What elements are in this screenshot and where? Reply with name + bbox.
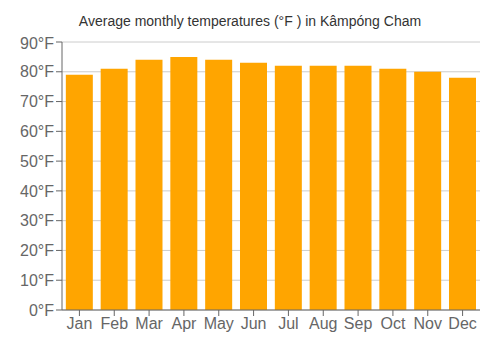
svg-text:80°F: 80°F (20, 63, 54, 80)
svg-text:0°F: 0°F (29, 302, 54, 319)
svg-text:Jan: Jan (67, 315, 93, 332)
svg-text:60°F: 60°F (20, 123, 54, 140)
html-text:Average monthly temperatures (: Average monthly temperatures (°F ) in Kâ… (78, 13, 422, 29)
svg-text:40°F: 40°F (20, 183, 54, 200)
svg-text:May: May (204, 315, 234, 332)
svg-text:Aug: Aug (309, 315, 337, 332)
svg-text:Apr: Apr (171, 315, 197, 332)
svg-text:20°F: 20°F (20, 242, 54, 259)
svg-text:Mar: Mar (135, 315, 163, 332)
svg-text:90°F: 90°F (20, 35, 54, 52)
svg-text:Dec: Dec (448, 315, 476, 332)
svg-text:70°F: 70°F (20, 93, 54, 110)
svg-text:Jul: Jul (278, 315, 298, 332)
svg-text:Jun: Jun (241, 315, 267, 332)
svg-text:10°F: 10°F (20, 272, 54, 289)
svg-text:50°F: 50°F (20, 153, 54, 170)
svg-text:Feb: Feb (100, 315, 128, 332)
svg-text:Sep: Sep (344, 315, 373, 332)
svg-text:30°F: 30°F (20, 212, 54, 229)
svg-text:Nov: Nov (414, 315, 442, 332)
svg-text:Oct: Oct (380, 315, 405, 332)
